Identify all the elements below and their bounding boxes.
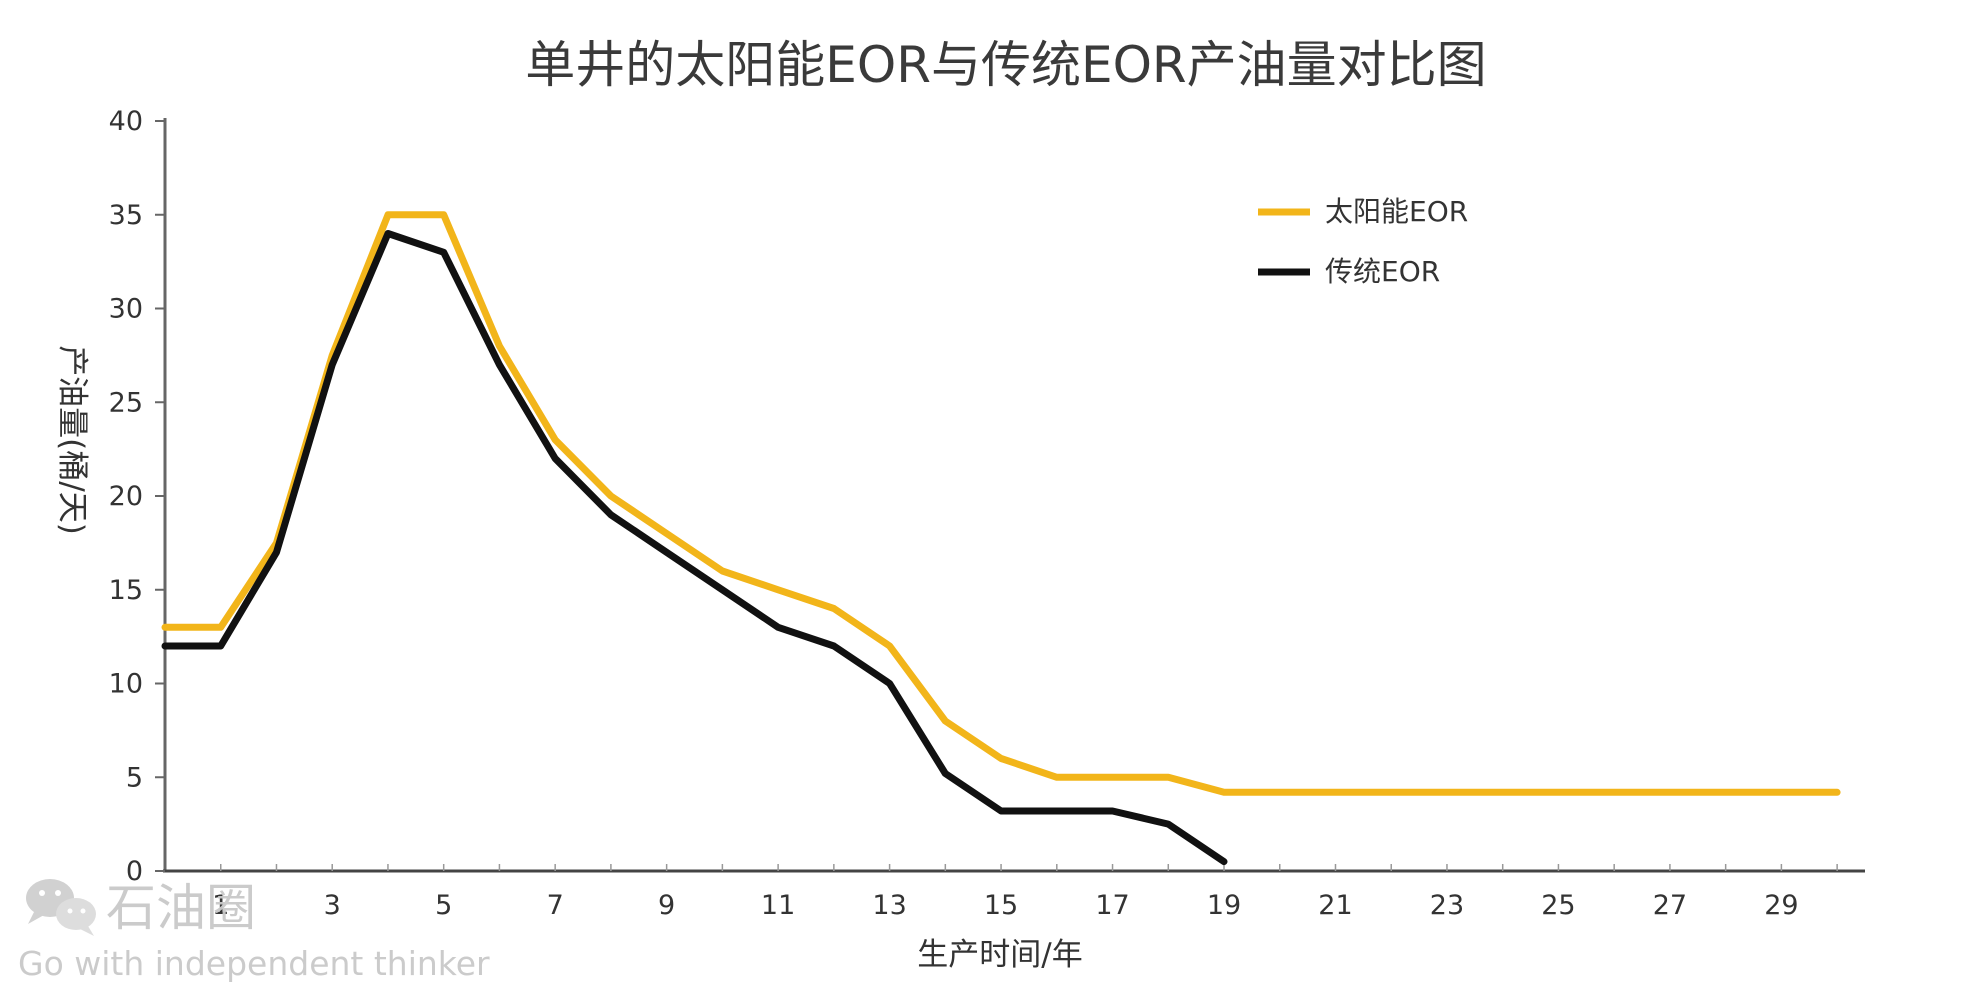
- x-tick-label: 13: [872, 890, 906, 921]
- y-tick-label: 30: [109, 294, 143, 325]
- series-line-solar-eor: [161, 211, 1841, 796]
- x-tick-label: 27: [1653, 890, 1687, 921]
- y-tick-label: 25: [109, 387, 143, 418]
- x-tick-label: 15: [984, 890, 1018, 921]
- x-tick-label: 3: [324, 890, 341, 921]
- x-tick-label: 7: [547, 890, 564, 921]
- x-tick-label: 9: [658, 890, 675, 921]
- wechat-icon: [26, 879, 96, 936]
- legend-label-conventional-eor: 传统EOR: [1325, 255, 1440, 288]
- x-tick-label: 11: [761, 890, 795, 921]
- y-tick-label: 5: [126, 762, 143, 793]
- series-layer: [161, 211, 1841, 866]
- x-tick-label: 19: [1207, 890, 1241, 921]
- legend-label-solar-eor: 太阳能EOR: [1325, 195, 1468, 228]
- watermark-name: 石油圈: [106, 879, 256, 937]
- x-tick-label: 21: [1318, 890, 1352, 921]
- x-tick-label: 29: [1764, 890, 1798, 921]
- x-axis-title: 生产时间/年: [917, 937, 1082, 973]
- y-axis-ticks: 0 5 10 15 20 25 30 35 40: [109, 106, 165, 887]
- x-tick-label: 5: [435, 890, 452, 921]
- x-tick-label: 17: [1095, 890, 1129, 921]
- x-tick-label: 23: [1430, 890, 1464, 921]
- watermark: 石油圈 Go with independent thinker: [18, 879, 490, 983]
- y-tick-label: 20: [109, 481, 143, 512]
- x-axis-ticks: 1 3 5 7 9 11 13 15 17 19 21 23 25 27 29: [212, 864, 1838, 921]
- y-tick-label: 40: [109, 106, 143, 137]
- y-tick-label: 15: [109, 575, 143, 606]
- chart-title: 单井的太阳能EOR与传统EOR产油量对比图: [525, 36, 1486, 94]
- y-tick-label: 10: [109, 669, 143, 700]
- y-tick-label: 0: [126, 856, 143, 887]
- y-axis-title: 产油量(桶/天): [54, 345, 90, 535]
- watermark-slogan: Go with independent thinker: [18, 944, 490, 983]
- x-tick-label: 1: [212, 890, 229, 921]
- x-tick-label: 25: [1541, 890, 1575, 921]
- series-line-conventional-eor: [161, 230, 1228, 866]
- y-tick-label: 35: [109, 200, 143, 231]
- legend: 太阳能EOR 传统EOR: [1258, 195, 1468, 288]
- axes: [163, 118, 1865, 873]
